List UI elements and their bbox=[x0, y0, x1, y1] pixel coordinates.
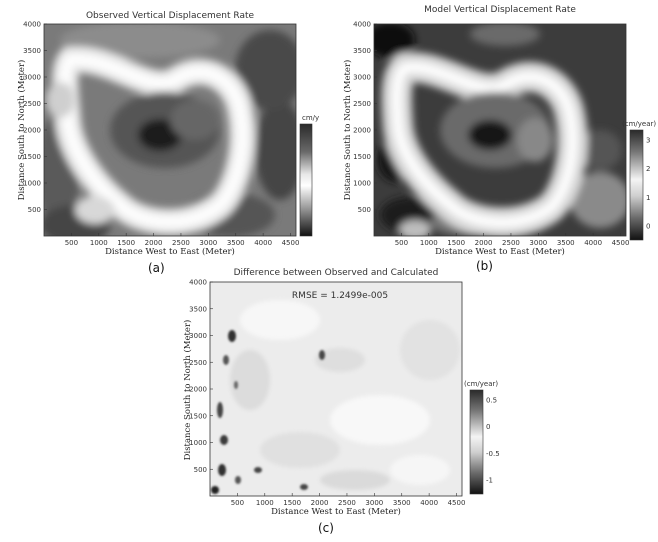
y-tick-label: 1000 bbox=[23, 180, 41, 188]
panel-a-image bbox=[44, 24, 296, 236]
colorbar-tick-label: 0.5 bbox=[486, 397, 497, 405]
panel-b-colorbar-label: (cm/year) bbox=[622, 120, 656, 128]
panel-b: Model Vertical Displacement Rate 5 bbox=[342, 5, 656, 273]
y-tick-label: 3000 bbox=[189, 332, 207, 340]
y-tick-label: 1500 bbox=[23, 153, 41, 161]
y-tick-label: 1000 bbox=[189, 439, 207, 447]
panel-c-colorbar-label: (cm/year) bbox=[464, 380, 498, 388]
y-tick-label: 500 bbox=[194, 466, 207, 474]
x-tick-label: 4000 bbox=[254, 239, 272, 247]
panel-c-x-ticks: 500 1000 1500 2000 2500 3000 3500 4000 4500 bbox=[231, 493, 466, 507]
panel-b-colorbar bbox=[629, 129, 644, 241]
x-tick-label: 4000 bbox=[420, 499, 438, 507]
y-tick-label: 3500 bbox=[189, 305, 207, 313]
panel-a-title: Observed Vertical Displacement Rate bbox=[86, 11, 255, 21]
panel-c-title: Difference between Observed and Calculat… bbox=[234, 268, 439, 278]
x-tick-label: 3500 bbox=[227, 239, 245, 247]
x-tick-label: 3000 bbox=[365, 499, 383, 507]
panel-b-ylabel: Distance South to North (Meter) bbox=[342, 60, 353, 201]
y-tick-label: 500 bbox=[28, 206, 41, 214]
panel-c: Difference between Observed and Calculat… bbox=[182, 268, 500, 535]
y-tick-label: 2000 bbox=[23, 127, 41, 135]
x-tick-label: 2500 bbox=[502, 239, 520, 247]
panel-b-x-ticks: 500 1000 1500 2000 2500 3000 3500 4000 4500 bbox=[395, 233, 630, 247]
panel-b-xlabel: Distance West to East (Meter) bbox=[435, 246, 565, 257]
colorbar-tick-label: 3 bbox=[646, 137, 650, 145]
panel-a-colorbar-label: cm/y bbox=[302, 114, 319, 122]
colorbar-tick-label: 1 bbox=[646, 194, 650, 202]
x-tick-label: 3000 bbox=[199, 239, 217, 247]
y-tick-label: 3000 bbox=[23, 74, 41, 82]
panel-c-colorbar bbox=[469, 389, 484, 495]
x-tick-label: 3500 bbox=[557, 239, 575, 247]
x-tick-label: 1000 bbox=[90, 239, 108, 247]
panel-a-colorbar bbox=[299, 123, 313, 237]
y-tick-label: 3500 bbox=[353, 47, 371, 55]
panel-c-label: (c) bbox=[318, 521, 334, 535]
panel-c-colorbar-ticks: 0.5 0 -0.5 -1 bbox=[486, 397, 500, 485]
colorbar-tick-label: 0 bbox=[646, 223, 650, 231]
y-tick-label: 1500 bbox=[189, 412, 207, 420]
x-tick-label: 2500 bbox=[338, 499, 356, 507]
x-tick-label: 1000 bbox=[256, 499, 274, 507]
colorbar-tick-label: -1 bbox=[486, 477, 493, 485]
x-tick-label: 3000 bbox=[529, 239, 547, 247]
x-tick-label: 500 bbox=[65, 239, 78, 247]
colorbar-tick-label: -0.5 bbox=[486, 450, 500, 458]
x-tick-label: 1500 bbox=[283, 499, 301, 507]
panel-b-image bbox=[374, 24, 626, 236]
panel-b-label: (b) bbox=[476, 259, 493, 273]
x-tick-label: 1500 bbox=[447, 239, 465, 247]
x-tick-label: 4500 bbox=[612, 239, 630, 247]
colorbar-tick-label: 0 bbox=[486, 423, 490, 431]
x-tick-label: 3500 bbox=[393, 499, 411, 507]
x-tick-label: 2500 bbox=[172, 239, 190, 247]
panel-a-x-ticks: 500 1000 1500 2000 2500 3000 3500 4000 4500 bbox=[65, 233, 300, 247]
panel-a-xlabel: Distance West to East (Meter) bbox=[105, 246, 235, 257]
x-tick-label: 4500 bbox=[448, 499, 466, 507]
colorbar-tick-label: 2 bbox=[646, 165, 650, 173]
y-tick-label: 4000 bbox=[353, 21, 371, 29]
x-tick-label: 2000 bbox=[475, 239, 493, 247]
y-tick-label: 2500 bbox=[189, 359, 207, 367]
panel-b-title: Model Vertical Displacement Rate bbox=[424, 5, 576, 15]
panel-b-y-ticks: 500 1000 1500 2000 2500 3000 3500 4000 bbox=[353, 21, 377, 214]
y-tick-label: 1500 bbox=[353, 153, 371, 161]
panel-c-ylabel: Distance South to North (Meter) bbox=[182, 320, 193, 461]
panel-a-ylabel: Distance South to North (Meter) bbox=[16, 60, 27, 201]
y-tick-label: 3500 bbox=[23, 47, 41, 55]
panel-c-rmse: RMSE = 1.2499e-005 bbox=[292, 291, 388, 301]
y-tick-label: 4000 bbox=[189, 279, 207, 287]
x-tick-label: 2000 bbox=[145, 239, 163, 247]
y-tick-label: 4000 bbox=[23, 21, 41, 29]
panel-a-y-ticks: 500 1000 1500 2000 2500 3000 3500 4000 bbox=[23, 21, 47, 214]
panel-c-y-ticks: 500 1000 1500 2000 2500 3000 3500 4000 bbox=[189, 279, 213, 474]
y-tick-label: 2000 bbox=[353, 127, 371, 135]
x-tick-label: 500 bbox=[395, 239, 408, 247]
y-tick-label: 2000 bbox=[189, 386, 207, 394]
x-tick-label: 2000 bbox=[311, 499, 329, 507]
panel-c-image bbox=[210, 282, 462, 496]
y-tick-label: 2500 bbox=[353, 100, 371, 108]
y-tick-label: 1000 bbox=[353, 180, 371, 188]
panel-a: Observed Vertical Displacement Rate bbox=[16, 11, 319, 275]
panel-c-xlabel: Distance West to East (Meter) bbox=[271, 506, 401, 517]
x-tick-label: 1000 bbox=[420, 239, 438, 247]
x-tick-label: 4500 bbox=[282, 239, 300, 247]
x-tick-label: 1500 bbox=[117, 239, 135, 247]
panel-a-label: (a) bbox=[148, 261, 165, 275]
y-tick-label: 2500 bbox=[23, 100, 41, 108]
y-tick-label: 3000 bbox=[353, 74, 371, 82]
panel-b-colorbar-ticks: 3 2 1 0 bbox=[646, 137, 650, 231]
x-tick-label: 500 bbox=[231, 499, 244, 507]
x-tick-label: 4000 bbox=[584, 239, 602, 247]
y-tick-label: 500 bbox=[358, 206, 371, 214]
